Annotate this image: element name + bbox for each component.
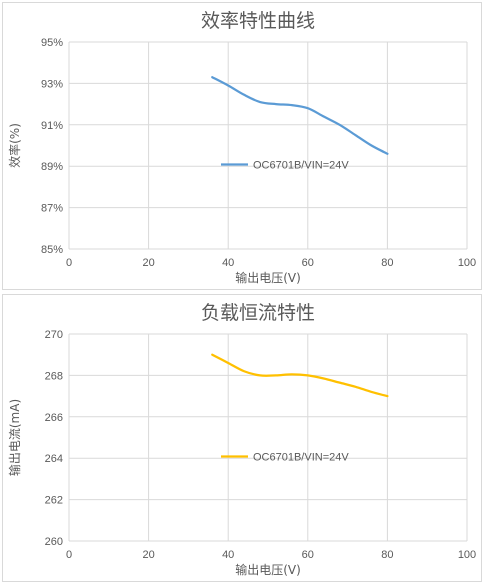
x-tick-label: 0 bbox=[66, 549, 72, 561]
x-axis-label: 输出电压(V) bbox=[235, 562, 301, 577]
y-tick-label: 268 bbox=[45, 370, 63, 382]
x-tick-label: 60 bbox=[302, 257, 314, 269]
y-tick-label: 264 bbox=[45, 453, 63, 465]
chart-title: 负载恒流特性 bbox=[201, 302, 315, 324]
legend-label: OC6701B/VIN=24V bbox=[253, 452, 349, 464]
x-tick-label: 100 bbox=[458, 257, 476, 269]
legend-label: OC6701B/VIN=24V bbox=[253, 160, 349, 172]
chart-title: 效率特性曲线 bbox=[201, 10, 315, 32]
x-tick-label: 20 bbox=[142, 549, 154, 561]
x-tick-label: 60 bbox=[302, 549, 314, 561]
y-tick-label: 95% bbox=[41, 37, 63, 49]
y-tick-label: 85% bbox=[41, 244, 63, 256]
y-tick-label: 89% bbox=[41, 161, 63, 173]
y-tick-label: 87% bbox=[41, 203, 63, 215]
series-line bbox=[211, 353, 389, 398]
constant-current-chart: 负载恒流特性 260 262 264 266 268 270 0 20 40 60 80 100 输出电压… bbox=[2, 294, 482, 582]
y-tick-label: 270 bbox=[45, 329, 63, 341]
y-tick-label: 93% bbox=[41, 78, 63, 90]
efficiency-chart-svg: 效率特性曲线 85% 87% 89% 91% 93% 95% 0 20 40 60 80 100 输出电压… bbox=[7, 10, 476, 285]
x-tick-label: 80 bbox=[381, 257, 393, 269]
x-axis-label: 输出电压(V) bbox=[235, 270, 301, 285]
x-tick-label: 0 bbox=[66, 257, 72, 269]
y-axis-label: 输出电流(mA) bbox=[7, 399, 22, 476]
y-tick-label: 262 bbox=[45, 495, 63, 507]
x-tick-label: 40 bbox=[222, 257, 234, 269]
efficiency-chart: 效率特性曲线 85% 87% 89% 91% 93% 95% 0 20 40 60 80 100 输出电压… bbox=[2, 2, 482, 290]
y-tick-label: 266 bbox=[45, 412, 63, 424]
y-tick-label: 91% bbox=[41, 120, 63, 132]
constant-current-chart-svg: 负载恒流特性 260 262 264 266 268 270 0 20 40 60 80 100 输出电压… bbox=[7, 302, 476, 577]
x-tick-label: 80 bbox=[381, 549, 393, 561]
y-tick-label: 260 bbox=[45, 536, 63, 548]
x-tick-label: 20 bbox=[142, 257, 154, 269]
x-tick-label: 40 bbox=[222, 549, 234, 561]
x-tick-label: 100 bbox=[458, 549, 476, 561]
series-line bbox=[211, 76, 389, 155]
y-axis-label: 效率(%) bbox=[7, 123, 22, 168]
